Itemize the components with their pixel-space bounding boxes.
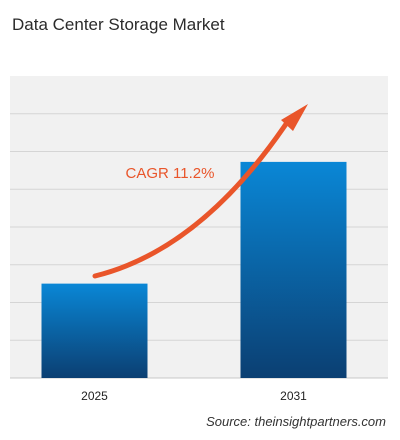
cagr-arrow-shaft: [92, 121, 289, 279]
x-tick-label-2025: 2025: [81, 389, 108, 403]
x-tick-label-2031: 2031: [280, 389, 307, 403]
cagr-arrow-head: [281, 104, 308, 131]
cagr-annotation: CAGR 11.2%: [126, 165, 215, 182]
x-axis-ticks: 2025 2031: [81, 389, 307, 403]
bar-2025: [41, 283, 148, 378]
source-credit: Source: theinsightpartners.com: [206, 414, 386, 429]
bar-2031: [240, 161, 347, 378]
chart-title: Data Center Storage Market: [12, 15, 225, 34]
cagr-arrow: [92, 104, 308, 279]
bars: [41, 161, 347, 378]
